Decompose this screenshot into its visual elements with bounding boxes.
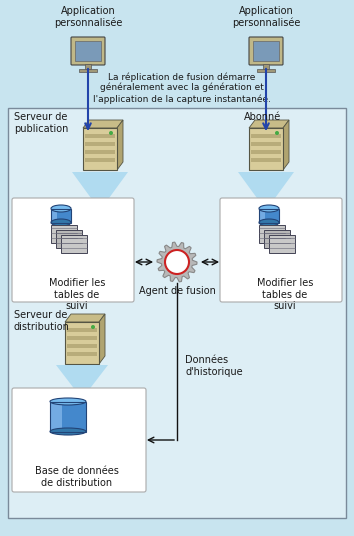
Polygon shape bbox=[56, 365, 108, 395]
FancyBboxPatch shape bbox=[220, 198, 342, 302]
Bar bbox=[65, 322, 99, 364]
Bar bbox=[61, 235, 87, 253]
Bar bbox=[85, 150, 115, 154]
Polygon shape bbox=[72, 172, 128, 205]
Bar bbox=[85, 64, 91, 69]
Polygon shape bbox=[249, 120, 289, 128]
Bar bbox=[257, 69, 275, 72]
FancyBboxPatch shape bbox=[8, 108, 346, 518]
Polygon shape bbox=[83, 120, 123, 128]
Text: Serveur de
publication: Serveur de publication bbox=[14, 112, 68, 133]
Bar bbox=[79, 69, 97, 72]
Bar bbox=[51, 209, 57, 222]
Bar bbox=[75, 41, 101, 61]
Ellipse shape bbox=[50, 398, 86, 405]
Text: Serveur de
distribution: Serveur de distribution bbox=[14, 310, 70, 332]
Bar bbox=[259, 209, 265, 222]
FancyBboxPatch shape bbox=[12, 388, 146, 492]
Polygon shape bbox=[65, 314, 105, 322]
Bar bbox=[249, 128, 283, 170]
Text: Application
personnalisée: Application personnalisée bbox=[54, 6, 122, 28]
Bar bbox=[259, 209, 279, 222]
Bar bbox=[50, 401, 86, 431]
Bar bbox=[67, 352, 97, 356]
Polygon shape bbox=[99, 314, 105, 364]
Bar bbox=[251, 150, 281, 154]
Text: Agent de fusion: Agent de fusion bbox=[138, 286, 216, 296]
Bar bbox=[264, 230, 290, 248]
FancyBboxPatch shape bbox=[249, 37, 283, 65]
Bar bbox=[251, 134, 281, 138]
Ellipse shape bbox=[51, 205, 71, 212]
Bar bbox=[263, 64, 269, 69]
Bar bbox=[251, 142, 281, 146]
Text: Modifier les
tables de
suivi: Modifier les tables de suivi bbox=[257, 278, 313, 311]
Circle shape bbox=[165, 250, 189, 274]
Text: Données
d'historique: Données d'historique bbox=[185, 355, 242, 377]
Text: La réplication de fusion démarre
généralement avec la génération et
l'applicatio: La réplication de fusion démarre général… bbox=[93, 72, 271, 103]
Polygon shape bbox=[238, 172, 294, 205]
Ellipse shape bbox=[51, 219, 71, 226]
Bar bbox=[67, 336, 97, 340]
Ellipse shape bbox=[259, 205, 279, 212]
Polygon shape bbox=[117, 120, 123, 170]
Polygon shape bbox=[157, 242, 197, 282]
Ellipse shape bbox=[50, 428, 86, 435]
Bar bbox=[85, 134, 115, 138]
Bar bbox=[51, 225, 77, 243]
Bar bbox=[259, 225, 285, 243]
Polygon shape bbox=[283, 120, 289, 170]
Circle shape bbox=[91, 325, 95, 329]
Bar bbox=[50, 401, 62, 431]
Bar bbox=[56, 230, 82, 248]
Text: Modifier les
tables de
suivi: Modifier les tables de suivi bbox=[49, 278, 105, 311]
Bar bbox=[251, 158, 281, 162]
Bar bbox=[269, 235, 295, 253]
Bar bbox=[83, 128, 117, 170]
Circle shape bbox=[275, 131, 279, 135]
Ellipse shape bbox=[259, 219, 279, 226]
Text: Abonné: Abonné bbox=[244, 112, 281, 122]
FancyBboxPatch shape bbox=[0, 0, 354, 108]
Text: Base de données
de distribution: Base de données de distribution bbox=[35, 466, 119, 488]
Bar bbox=[85, 142, 115, 146]
Bar bbox=[51, 209, 71, 222]
Bar bbox=[85, 158, 115, 162]
Circle shape bbox=[109, 131, 113, 135]
Text: Application
personnalisée: Application personnalisée bbox=[232, 6, 300, 28]
Bar bbox=[67, 328, 97, 332]
Bar bbox=[67, 344, 97, 348]
FancyBboxPatch shape bbox=[12, 198, 134, 302]
Bar bbox=[253, 41, 279, 61]
FancyBboxPatch shape bbox=[71, 37, 105, 65]
